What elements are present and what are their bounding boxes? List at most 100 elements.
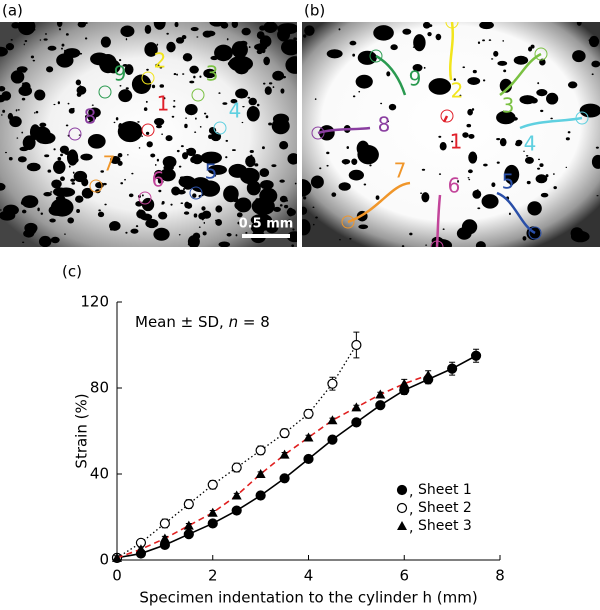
pore xyxy=(338,182,351,191)
pore xyxy=(390,44,398,51)
pore xyxy=(155,63,160,68)
y-tick-label: 120 xyxy=(80,293,109,311)
pore xyxy=(161,203,164,205)
pore xyxy=(234,200,246,210)
track-marker xyxy=(341,215,355,229)
pore xyxy=(477,207,481,210)
pore xyxy=(131,74,152,94)
pore xyxy=(153,227,170,241)
pore xyxy=(279,141,289,150)
pore xyxy=(260,179,274,190)
pore xyxy=(468,133,475,139)
pore xyxy=(159,66,163,69)
track-marker xyxy=(445,22,459,29)
marker xyxy=(255,469,266,478)
pore xyxy=(352,95,356,98)
pore xyxy=(59,200,63,204)
pore xyxy=(503,69,507,73)
track-marker xyxy=(68,127,82,141)
pore xyxy=(216,136,220,139)
pore xyxy=(326,49,343,59)
pore xyxy=(256,49,263,55)
pore xyxy=(143,107,148,111)
pore xyxy=(218,241,231,247)
pore xyxy=(200,151,222,164)
marker xyxy=(279,473,290,484)
pore xyxy=(245,67,249,71)
marker xyxy=(207,518,218,529)
pore xyxy=(61,43,65,47)
pore xyxy=(245,231,248,234)
pore xyxy=(109,221,121,231)
pore xyxy=(174,22,179,28)
pore xyxy=(22,135,36,151)
pore xyxy=(21,97,26,101)
pore xyxy=(190,156,197,163)
pore xyxy=(182,53,193,62)
point-label: 2 xyxy=(451,79,464,103)
pore xyxy=(192,232,201,240)
pore xyxy=(76,92,82,97)
pore xyxy=(591,60,600,68)
pore xyxy=(84,22,88,24)
pore xyxy=(117,160,123,166)
pore xyxy=(50,191,53,193)
pore xyxy=(468,178,471,181)
scale-bar-label: 0.5 mm xyxy=(239,217,294,232)
pore xyxy=(65,124,69,127)
pore xyxy=(550,117,553,120)
pore xyxy=(427,32,432,37)
pore xyxy=(124,64,134,76)
pore xyxy=(144,42,158,57)
pore xyxy=(185,117,187,119)
legend-label: Sheet 3 xyxy=(418,518,472,534)
pore xyxy=(565,166,568,169)
pore xyxy=(467,177,470,179)
pore xyxy=(183,188,185,191)
pore xyxy=(159,84,165,88)
x-tick-label: 6 xyxy=(399,567,409,585)
point-label: 7 xyxy=(103,152,116,176)
pore xyxy=(272,113,290,125)
pore xyxy=(236,212,243,218)
pore xyxy=(466,123,472,128)
pore xyxy=(184,123,188,129)
pore xyxy=(339,238,341,241)
pore xyxy=(523,150,525,152)
pore xyxy=(468,151,478,164)
pore xyxy=(118,123,123,130)
pore xyxy=(192,193,197,198)
pore xyxy=(153,169,164,180)
pore xyxy=(180,202,184,205)
pore xyxy=(138,209,142,212)
series-line xyxy=(116,344,357,559)
pore xyxy=(338,28,341,31)
marker xyxy=(351,417,362,428)
pore xyxy=(162,155,177,169)
pore xyxy=(100,36,111,48)
pore xyxy=(312,206,315,209)
pore xyxy=(208,134,213,139)
marker xyxy=(327,378,338,389)
track-marker xyxy=(534,47,548,61)
pore xyxy=(232,196,239,203)
pore xyxy=(219,166,223,170)
pore xyxy=(70,178,76,182)
pore xyxy=(259,187,278,204)
pore xyxy=(208,127,217,135)
pore xyxy=(39,122,47,128)
pore xyxy=(235,88,249,99)
pore xyxy=(97,211,105,218)
point-label: 9 xyxy=(114,62,127,86)
pore xyxy=(203,112,207,115)
pore xyxy=(21,209,27,214)
trajectory xyxy=(499,52,542,96)
pore xyxy=(16,66,28,73)
pore xyxy=(5,43,15,51)
pore xyxy=(0,210,16,221)
pore xyxy=(26,162,41,172)
pore xyxy=(0,86,6,92)
pore xyxy=(199,75,202,78)
legend-marker xyxy=(396,502,408,514)
pore xyxy=(265,204,268,207)
